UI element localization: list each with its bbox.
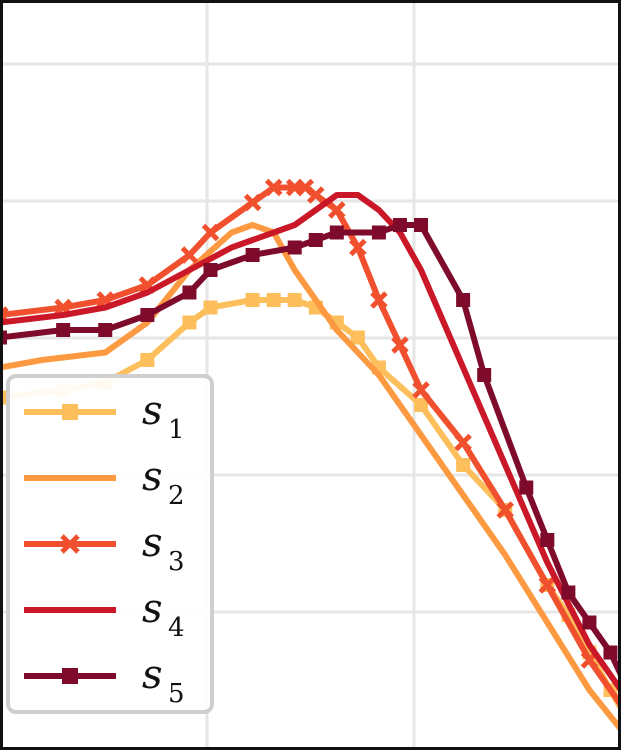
- series-5-point-7: [245, 248, 260, 262]
- series-3-point-17: [454, 433, 472, 452]
- series-4-line: [0, 192, 621, 696]
- series-5-point-15: [477, 368, 492, 382]
- series-5-point-17: [540, 533, 555, 547]
- legend-label-1: s: [142, 388, 163, 434]
- series-3-point-7: [243, 193, 262, 212]
- series-5: [0, 218, 621, 683]
- series-1-point-9: [287, 293, 302, 307]
- series-5-point-13: [414, 218, 429, 232]
- series-3-point-16: [412, 381, 430, 399]
- series-1-point-5: [182, 315, 197, 330]
- legend-label-4: s: [142, 586, 163, 632]
- legend-label-3: s: [142, 520, 163, 566]
- series-5-point-14: [456, 293, 471, 307]
- series-1-point-8: [266, 293, 281, 307]
- series-4: [0, 192, 621, 696]
- series-1-point-6: [203, 300, 218, 315]
- series-3: [0, 178, 621, 711]
- legend-marker-1: [62, 404, 78, 420]
- legend: s 1s 2s 3s 4s 5: [6, 374, 214, 714]
- series-5-point-19: [582, 615, 597, 630]
- series-layer: [0, 178, 621, 735]
- series-1-point-1: [0, 390, 7, 405]
- series-5-point-11: [371, 225, 386, 240]
- legend-subscript-3: 3: [168, 547, 185, 577]
- series-3-point-14: [370, 291, 388, 309]
- legend-subscript-5: 5: [168, 679, 185, 709]
- legend-marker-5: [62, 668, 78, 684]
- series-2-line: [0, 222, 621, 735]
- series-5-point-20: [603, 645, 618, 660]
- series-5-point-16: [519, 480, 534, 495]
- series-3-point-18: [496, 501, 514, 519]
- series-5-point-2: [56, 323, 71, 337]
- series-5-point-10: [329, 225, 344, 240]
- series-3-point-8: [264, 178, 283, 197]
- series-3-point-19: [538, 576, 557, 594]
- series-1-point-4: [140, 353, 155, 367]
- series-3-point-15: [391, 336, 409, 354]
- series-5-point-4: [140, 308, 155, 322]
- series-3-point-6: [201, 223, 220, 242]
- series-1-point-15: [456, 458, 471, 472]
- series-5-point-1: [0, 330, 7, 345]
- series-3-point-13: [349, 238, 367, 257]
- series-5-point-8: [287, 240, 302, 255]
- legend-label-2: s: [142, 454, 163, 500]
- legend-subscript-2: 2: [168, 481, 185, 511]
- series-1-point-12: [350, 330, 365, 345]
- legend-subscript-1: 1: [168, 415, 185, 445]
- series-3-point-12: [328, 201, 346, 219]
- series-3-point-5: [180, 246, 199, 264]
- series-5-point-5: [182, 285, 197, 300]
- legend-marker-3: [60, 534, 80, 554]
- series-1-point-7: [245, 293, 260, 307]
- series-5-point-3: [98, 323, 113, 337]
- series-5-point-18: [561, 585, 576, 600]
- series-5-point-6: [203, 263, 218, 277]
- legend-label-5: s: [142, 652, 163, 698]
- series-5-point-12: [392, 218, 407, 232]
- series-1-point-14: [414, 398, 429, 412]
- series-5-point-9: [308, 233, 323, 247]
- series-3-point-11: [306, 186, 325, 204]
- legend-subscript-4: 4: [168, 613, 185, 643]
- series-2: [0, 222, 621, 735]
